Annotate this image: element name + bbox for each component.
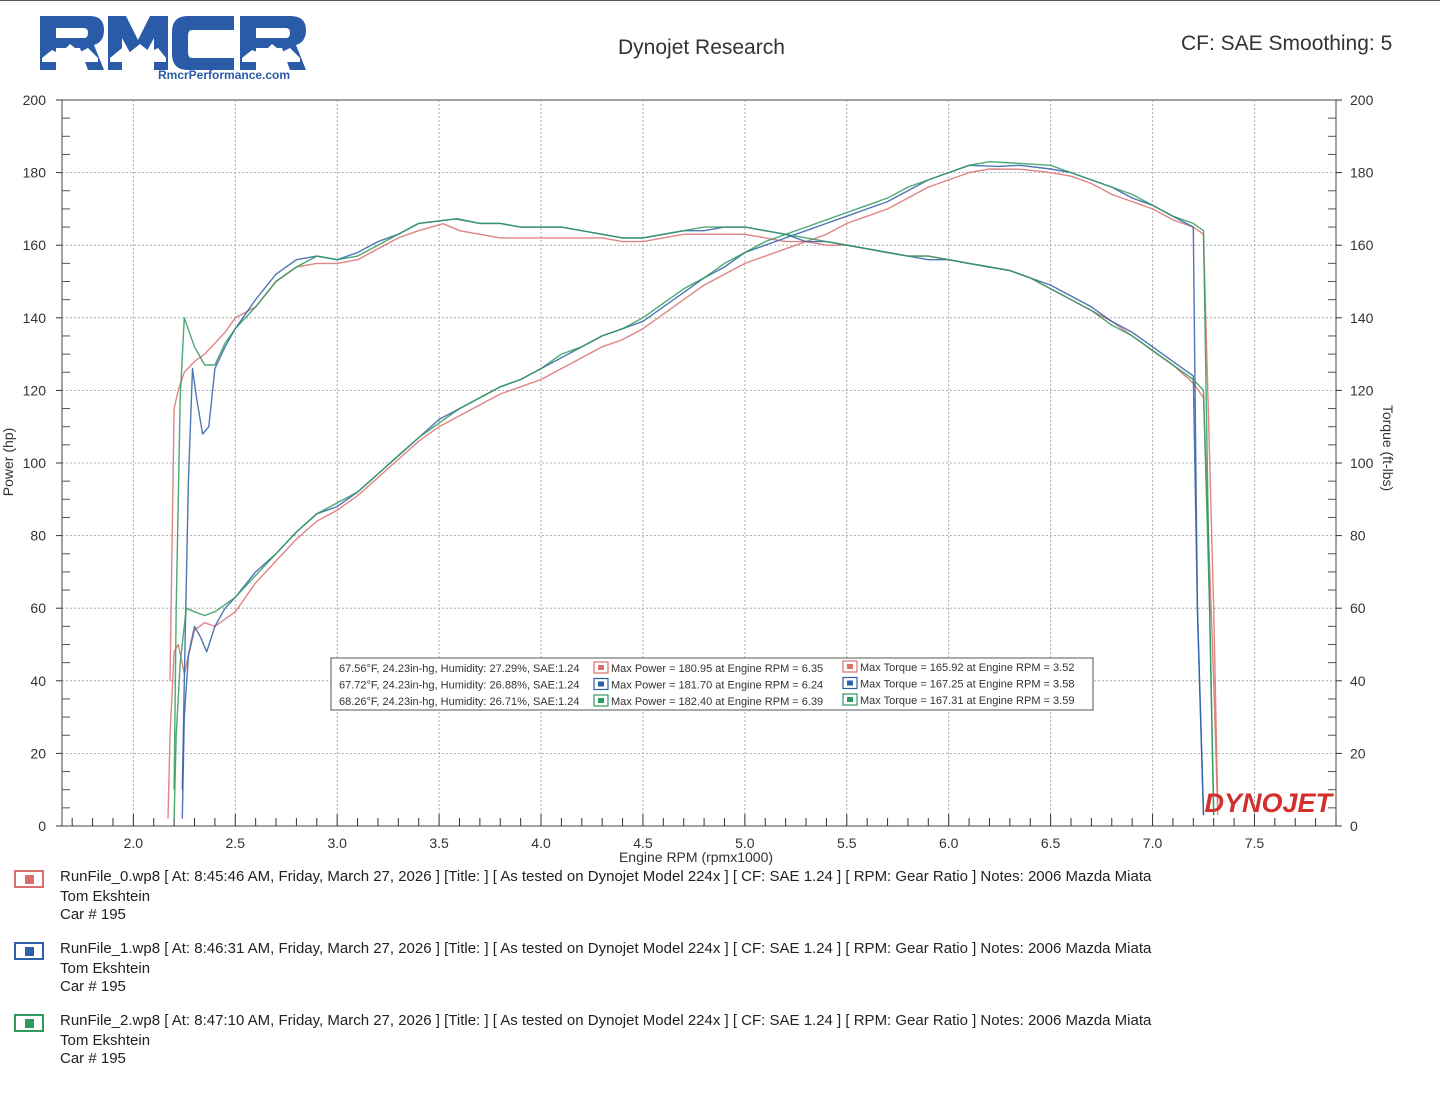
chart-title: Dynojet Research: [618, 36, 785, 59]
run-2-details: RunFile_2.wp8 [ At: 8:47:10 AM, Friday, …: [60, 1012, 1152, 1029]
run-entry-2: RunFile_2.wp8 [ At: 8:47:10 AM, Friday, …: [0, 1012, 1440, 1082]
stats-legend: 67.56°F, 24.23in-hg, Humidity: 27.29%, S…: [330, 657, 1094, 711]
torque-swatch-fill-0: [847, 664, 853, 669]
y-right-tick-label: 80: [1350, 528, 1366, 544]
max-torque-row-0: Max Torque = 165.92 at Engine RPM = 3.52: [860, 662, 1074, 674]
y-axis-left-label: Power (hp): [0, 428, 16, 496]
x-tick-label: 4.0: [531, 835, 551, 851]
x-tick-label: 7.0: [1143, 835, 1163, 851]
run-1-swatch[interactable]: [14, 942, 44, 960]
y-left-tick-label: 80: [30, 528, 46, 544]
y-left-tick-label: 20: [30, 745, 46, 761]
cf-smoothing-label: CF: SAE Smoothing: 5: [1181, 32, 1393, 55]
stats-legend-box: [330, 657, 1094, 711]
x-tick-label: 2.5: [226, 835, 246, 851]
axes: 2.0 2.5 3.0 3.5 4.0 4.5 5.0 5.5 6.0 6.5 7.0 7.5 0 20 4…: [23, 92, 1374, 851]
y-right-tick-label: 200: [1350, 92, 1374, 108]
y-left-tick-label: 100: [23, 455, 47, 471]
run-0-swatch[interactable]: [14, 870, 44, 888]
logo-site-text: RmcrPerformance.com: [158, 68, 291, 82]
torque-swatch-fill-2: [847, 697, 853, 702]
run-entry-0: RunFile_0.wp8 [ At: 8:45:46 AM, Friday, …: [0, 868, 1440, 938]
series-2-torque-line: [173, 217, 1215, 816]
power-swatch-fill-1: [598, 681, 604, 687]
y-left-tick-label: 60: [30, 600, 46, 616]
run-1-owner: Tom Ekshtein: [60, 960, 151, 977]
dynojet-watermark: DYNOJET: [1204, 788, 1334, 818]
y-left-tick-label: 200: [23, 92, 47, 108]
y-right-tick-label: 20: [1350, 745, 1366, 761]
y-right-tick-label: 140: [1350, 310, 1374, 326]
run-1-car: Car # 195: [60, 978, 126, 995]
max-power-row-2: Max Power = 182.40 at Engine RPM = 6.39: [611, 696, 823, 708]
grid: [61, 99, 1337, 827]
x-tick-label: 3.0: [327, 835, 347, 851]
y-left-tick-label: 40: [30, 673, 46, 689]
series-lines: [167, 160, 1219, 819]
run-2-car: Car # 195: [60, 1050, 126, 1067]
conditions-row-2: 68.26°F, 24.23in-hg, Humidity: 26.71%, S…: [339, 696, 579, 708]
run-entry-1: RunFile_1.wp8 [ At: 8:46:31 AM, Friday, …: [0, 940, 1440, 1010]
y-right-tick-label: 60: [1350, 600, 1366, 616]
y-right-tick-label: 40: [1350, 673, 1366, 689]
power-swatch-fill-0: [598, 665, 604, 670]
rmcr-logo: [40, 16, 306, 70]
watermark-text: DYNOJET: [1204, 788, 1334, 818]
series-0-power-line: [167, 168, 1219, 819]
x-axis-label: Engine RPM (rpmx1000): [619, 849, 773, 865]
run-0-owner: Tom Ekshtein: [60, 888, 151, 905]
max-power-row-1: Max Power = 181.70 at Engine RPM = 6.24: [611, 680, 823, 692]
y-left-tick-label: 160: [23, 237, 47, 253]
run-1-details: RunFile_1.wp8 [ At: 8:46:31 AM, Friday, …: [60, 940, 1152, 957]
series-1-power-line: [181, 164, 1205, 819]
max-torque-row-1: Max Torque = 167.25 at Engine RPM = 3.58: [860, 679, 1074, 691]
y-left-tick-label: 120: [23, 382, 47, 398]
run-0-car: Car # 195: [60, 906, 126, 923]
y-axis-right-label: Torque (ft-lbs): [1380, 405, 1396, 491]
run-2-owner: Tom Ekshtein: [60, 1032, 151, 1049]
y-left-tick-label: 180: [23, 165, 47, 181]
x-tick-label: 4.5: [633, 835, 653, 851]
torque-swatch-fill-1: [847, 680, 853, 686]
dyno-chart: 2.0 2.5 3.0 3.5 4.0 4.5 5.0 5.5 6.0 6.5 7.0 7.5 0 20 4…: [0, 92, 1396, 865]
y-right-tick-label: 180: [1350, 165, 1374, 181]
run-0-details: RunFile_0.wp8 [ At: 8:45:46 AM, Friday, …: [60, 868, 1152, 885]
y-right-tick-label: 100: [1350, 455, 1374, 471]
x-tick-label: 7.5: [1245, 835, 1265, 851]
x-tick-label: 5.0: [735, 835, 755, 851]
y-right-tick-label: 0: [1350, 818, 1358, 834]
power-swatch-fill-2: [598, 698, 604, 703]
run-2-swatch[interactable]: [14, 1014, 44, 1032]
x-tick-label: 6.5: [1041, 835, 1061, 851]
conditions-row-0: 67.56°F, 24.23in-hg, Humidity: 27.29%, S…: [339, 663, 579, 675]
y-right-tick-label: 160: [1350, 237, 1374, 253]
conditions-row-1: 67.72°F, 24.23in-hg, Humidity: 26.88%, S…: [339, 680, 579, 692]
y-right-tick-label: 120: [1350, 382, 1374, 398]
x-tick-label: 6.0: [939, 835, 959, 851]
series-2-power-line: [173, 160, 1215, 819]
series-0-torque-line: [169, 222, 1219, 816]
x-tick-label: 3.5: [429, 835, 449, 851]
x-tick-label: 2.0: [124, 835, 144, 851]
max-power-row-0: Max Power = 180.95 at Engine RPM = 6.35: [611, 663, 823, 675]
x-tick-label: 5.5: [837, 835, 857, 851]
y-left-tick-label: 0: [38, 818, 46, 834]
max-torque-row-2: Max Torque = 167.31 at Engine RPM = 3.59: [860, 695, 1074, 707]
page-top-border: [0, 0, 1440, 1]
y-left-tick-label: 140: [23, 310, 47, 326]
